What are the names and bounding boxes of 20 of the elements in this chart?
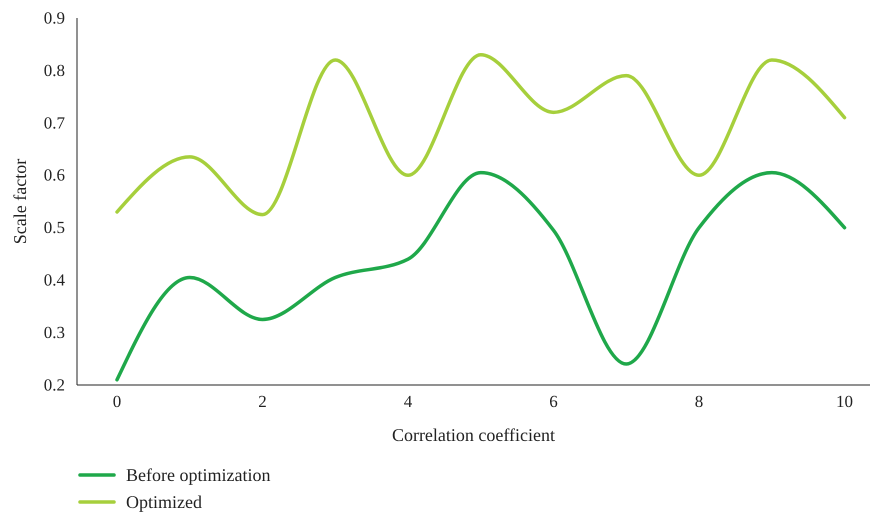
y-tick-label: 0.5 xyxy=(44,218,65,238)
x-tick-label: 8 xyxy=(694,392,704,412)
x-tick-label: 2 xyxy=(258,392,267,412)
y-tick-label: 0.7 xyxy=(44,113,66,132)
x-tick-label: 4 xyxy=(404,392,413,412)
y-tick-label: 0.6 xyxy=(44,166,65,185)
y-tick-label: 0.8 xyxy=(44,60,65,80)
line-series xyxy=(115,52,846,216)
legend-label: Before optimization xyxy=(126,465,270,485)
x-tick-label: 10 xyxy=(836,392,854,412)
y-axis-title: Scale factor xyxy=(10,158,30,244)
y-tick-label: 0.3 xyxy=(44,323,65,342)
y-tick-label: 0.4 xyxy=(44,270,66,290)
x-tick-label: 0 xyxy=(112,392,122,412)
x-tick-label: 6 xyxy=(549,392,558,412)
legend-label: Optimized xyxy=(126,492,202,512)
y-tick-label: 0.2 xyxy=(44,375,65,394)
x-axis-title: Correlation coefficient xyxy=(392,425,556,445)
line-series xyxy=(115,170,846,382)
y-tick-label: 0.9 xyxy=(44,8,65,28)
